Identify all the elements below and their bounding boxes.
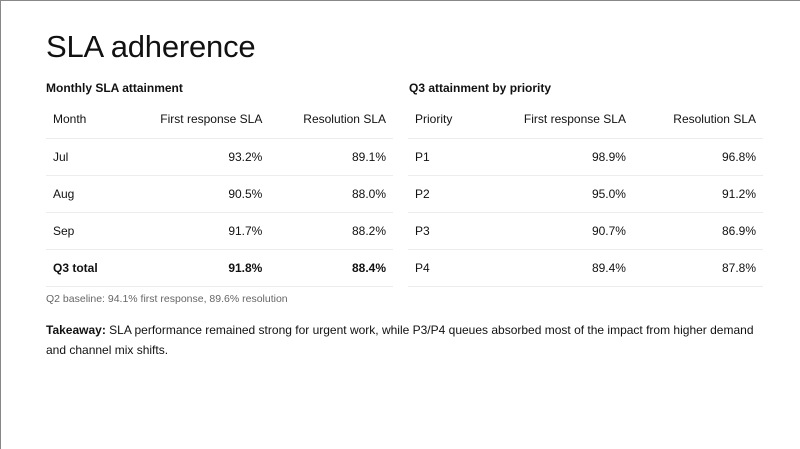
cell: 88.0%: [269, 175, 393, 213]
cell: P2: [408, 175, 477, 213]
table-header-row: Priority First response SLA Resolution S…: [408, 101, 763, 139]
cell: 93.2%: [121, 138, 270, 176]
column-header: Priority: [408, 101, 477, 139]
cell: Aug: [46, 175, 121, 213]
cell: 87.8%: [632, 249, 763, 287]
cell: 86.9%: [632, 212, 763, 250]
table-row: P4 89.4% 87.8%: [408, 249, 763, 287]
cell: Jul: [46, 138, 121, 176]
table-row: Sep 91.7% 88.2%: [46, 212, 393, 250]
page-title: SLA adherence: [46, 29, 256, 64]
table-row: Jul 93.2% 89.1%: [46, 138, 393, 176]
takeaway: Takeaway: SLA performance remained stron…: [46, 320, 766, 360]
cell: 88.4%: [269, 249, 393, 287]
column-header: First response SLA: [121, 101, 270, 139]
cell: 91.7%: [121, 212, 270, 250]
cell: Sep: [46, 212, 121, 250]
cell: 96.8%: [632, 138, 763, 176]
column-header: First response SLA: [477, 101, 633, 139]
cell: 91.2%: [632, 175, 763, 213]
monthly-sla-table: Month First response SLA Resolution SLA …: [46, 101, 393, 287]
cell: P3: [408, 212, 477, 250]
takeaway-text: SLA performance remained strong for urge…: [46, 323, 754, 357]
cell: Q3 total: [46, 249, 121, 287]
priority-heading: Q3 attainment by priority: [409, 81, 552, 95]
priority-sla-table: Priority First response SLA Resolution S…: [408, 101, 763, 287]
table-header-row: Month First response SLA Resolution SLA: [46, 101, 393, 139]
cell: 98.9%: [477, 138, 633, 176]
cell: 89.1%: [269, 138, 393, 176]
table-row: P3 90.7% 86.9%: [408, 212, 763, 250]
cell: 90.7%: [477, 212, 633, 250]
table-row: Aug 90.5% 88.0%: [46, 175, 393, 213]
column-header: Resolution SLA: [632, 101, 763, 139]
baseline-note: Q2 baseline: 94.1% first response, 89.6%…: [46, 293, 288, 305]
column-header: Resolution SLA: [269, 101, 393, 139]
column-header: Month: [46, 101, 121, 139]
table-row: P2 95.0% 91.2%: [408, 175, 763, 213]
cell: 89.4%: [477, 249, 633, 287]
cell: 91.8%: [121, 249, 270, 287]
monthly-heading: Monthly SLA attainment: [46, 81, 183, 95]
cell: P4: [408, 249, 477, 287]
cell: 88.2%: [269, 212, 393, 250]
takeaway-label: Takeaway:: [46, 323, 106, 337]
cell: P1: [408, 138, 477, 176]
cell: 95.0%: [477, 175, 633, 213]
cell: 90.5%: [121, 175, 270, 213]
table-row: P1 98.9% 96.8%: [408, 138, 763, 176]
total-row: Q3 total 91.8% 88.4%: [46, 249, 393, 287]
